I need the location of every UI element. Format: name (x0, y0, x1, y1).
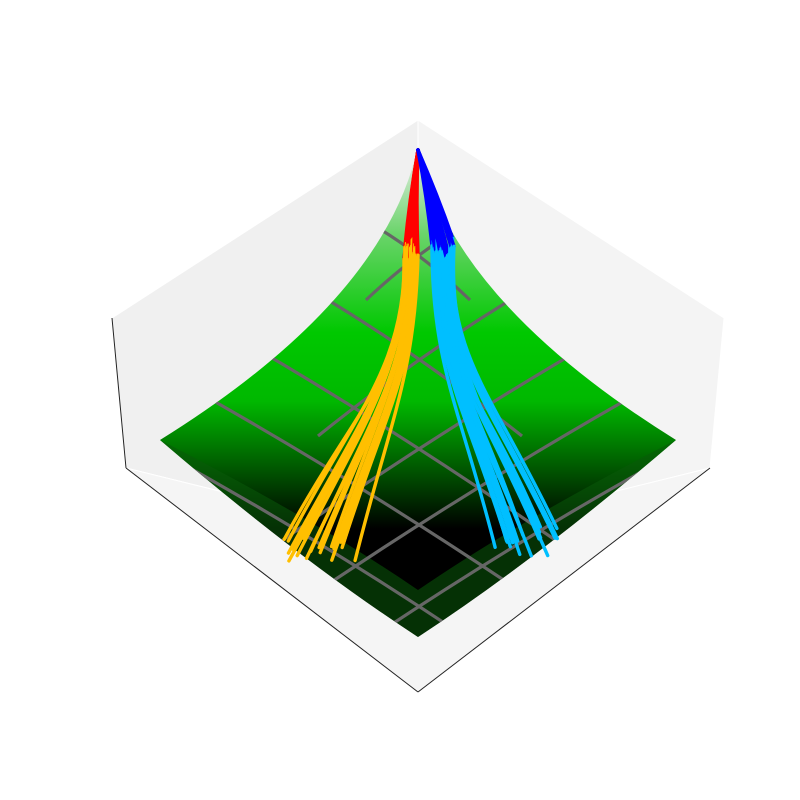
surface-grid-line (316, 292, 521, 438)
trajectory-segment-lower (451, 244, 559, 541)
left-vertical-axis (111, 317, 127, 469)
trajectory-segment-lower (301, 243, 411, 540)
trajectory-segment-upper (416, 148, 456, 249)
trajectory-segment-lower (353, 253, 420, 563)
trajectory-segment-upper (415, 148, 420, 257)
axes-edges (111, 317, 711, 693)
front-left-axis (125, 467, 419, 693)
surface-grid-line (261, 350, 599, 572)
front-right-axis (417, 467, 711, 693)
trajectory-segment-lower (449, 246, 557, 540)
trajectory-segment-lower (329, 237, 415, 549)
trajectory-bundle-left (282, 148, 420, 563)
trajectory-bundle-right (416, 148, 559, 558)
surface-bottom-shade (160, 440, 676, 637)
